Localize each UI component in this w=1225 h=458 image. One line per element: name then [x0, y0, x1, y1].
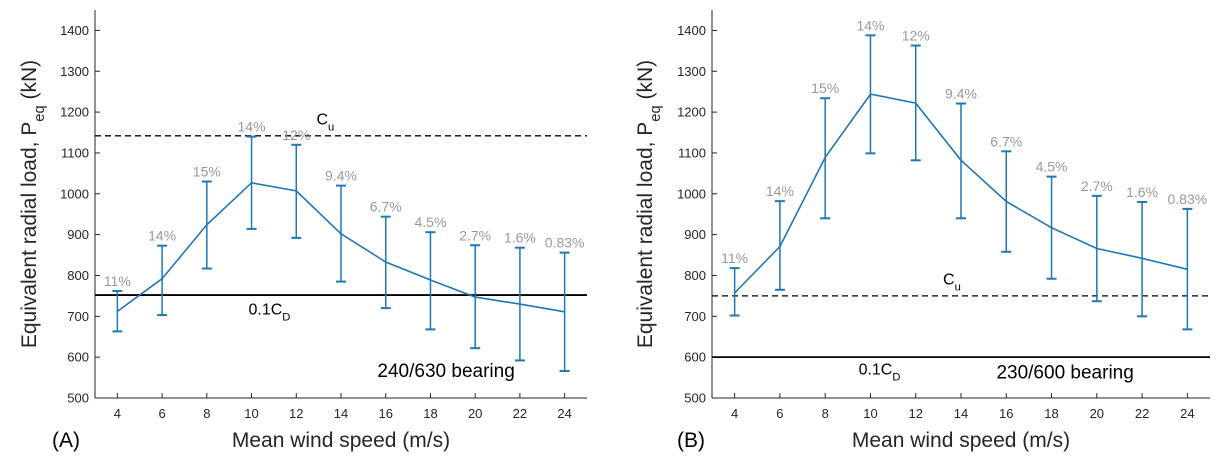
x-tick-label: 14: [334, 406, 348, 421]
probability-label: 11%: [721, 250, 748, 266]
probability-label: 15%: [811, 80, 839, 96]
y-tick-label: 1400: [677, 23, 706, 38]
y-tick-label: 1300: [60, 64, 89, 79]
probability-label: 0.83%: [1168, 191, 1208, 207]
x-tick-label: 16: [999, 406, 1013, 421]
x-tick-label: 10: [863, 406, 877, 421]
y-tick-label: 700: [684, 309, 706, 324]
x-tick-label: 6: [776, 406, 783, 421]
x-tick-label: 20: [1090, 406, 1104, 421]
y-tick-label: 1000: [677, 186, 706, 201]
x-tick-label: 6: [158, 406, 165, 421]
x-tick-label: 24: [1180, 406, 1194, 421]
probability-label: 1.6%: [1126, 184, 1158, 200]
x-axis-label: Mean wind speed (m/s): [852, 429, 1070, 452]
y-tick-label: 900: [684, 227, 706, 242]
probability-label: 14%: [856, 17, 884, 33]
y-axis-label: Equivalent radial load, Peq (kN): [634, 60, 664, 348]
probability-label: 0.83%: [545, 235, 585, 251]
chart-panel-a: 500 600 700 800 900 1000 1100 1200 1300 1400 4 6 8 10…: [18, 10, 587, 452]
bearing-annotation: 240/630 bearing: [377, 361, 514, 382]
probability-label: 14%: [766, 183, 794, 199]
x-tick-label: 18: [1044, 406, 1058, 421]
y-tick-label: 800: [67, 268, 89, 283]
x-tick-label: 8: [822, 406, 829, 421]
y-tick-label: 600: [684, 350, 706, 365]
probability-label: 12%: [902, 28, 930, 44]
x-tick-label: 20: [468, 406, 482, 421]
x-tick-label: 8: [203, 406, 210, 421]
cu-label: Cu: [943, 271, 961, 293]
x-tick-label: 12: [289, 406, 303, 421]
x-tick-label: 12: [908, 406, 922, 421]
y-tick-label: 1000: [60, 186, 89, 201]
cu-label: Cu: [316, 111, 334, 133]
y-tick-label: 1100: [678, 145, 706, 160]
probability-label: 11%: [104, 273, 131, 289]
y-tick-label: 1300: [677, 64, 706, 79]
probability-label: 15%: [193, 164, 221, 180]
mean-load-line: [116, 181, 565, 313]
y-tick-label: 500: [684, 391, 706, 406]
probability-label: 6.7%: [990, 133, 1022, 149]
x-tick-label: 24: [557, 406, 571, 421]
probability-label: 2.7%: [459, 227, 491, 243]
y-tick-label: 800: [684, 268, 706, 283]
chart-panel-b: 500 600 700 800 900 1000 1100 1200 1300 1400 4 6 8 10…: [634, 10, 1210, 452]
y-tick-label: 1400: [60, 23, 89, 38]
probability-label: 4.5%: [414, 214, 446, 230]
x-tick-label: 18: [423, 406, 437, 421]
x-tick-label: 10: [244, 406, 258, 421]
y-axis-label: Equivalent radial load, Peq (kN): [18, 60, 48, 348]
cd-label: 0.1CD: [859, 361, 901, 383]
y-tick-label: 700: [67, 309, 89, 324]
probability-label: 2.7%: [1081, 178, 1113, 194]
y-tick-label: 600: [67, 350, 89, 365]
x-tick-label: 16: [378, 406, 392, 421]
y-tick-label: 1200: [60, 105, 89, 120]
probability-label: 1.6%: [504, 230, 536, 246]
x-tick-label: 22: [513, 406, 527, 421]
x-tick-label: 22: [1135, 406, 1149, 421]
y-tick-label: 1200: [677, 105, 706, 120]
x-tick-label: 14: [954, 406, 968, 421]
probability-label: 14%: [148, 228, 176, 244]
mean-load-line: [734, 93, 1188, 294]
probability-label: 9.4%: [325, 168, 357, 184]
cd-label: 0.1CD: [248, 301, 290, 323]
probability-label: 14%: [238, 119, 266, 135]
panel-label: (A): [52, 429, 80, 452]
probability-label: 12%: [282, 127, 310, 143]
x-tick-label: 4: [731, 406, 738, 421]
probability-label: 6.7%: [370, 199, 402, 215]
x-tick-label: 4: [114, 406, 121, 421]
probability-label: 4.5%: [1036, 159, 1068, 175]
y-tick-label: 1100: [61, 145, 89, 160]
y-tick-label: 500: [67, 391, 89, 406]
panel-label: (B): [677, 429, 705, 452]
y-tick-label: 900: [67, 227, 89, 242]
x-axis-label: Mean wind speed (m/s): [232, 429, 450, 452]
probability-label: 9.4%: [945, 86, 977, 102]
bearing-annotation: 230/600 bearing: [996, 362, 1133, 383]
